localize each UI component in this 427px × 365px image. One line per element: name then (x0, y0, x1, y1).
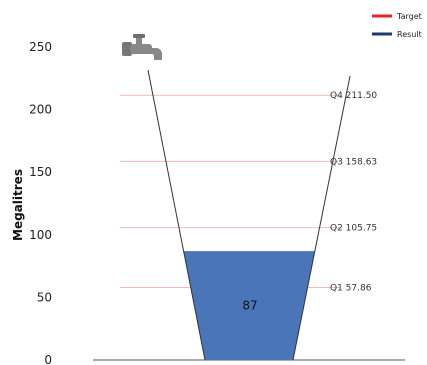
target-label: Q4 211.50 (330, 91, 377, 101)
target-label: Q3 158.63 (330, 157, 377, 167)
result-fill (183, 251, 315, 360)
y-tick-label: 50 (37, 290, 52, 304)
funnel: 87 (93, 69, 405, 361)
y-axis: 0 50 100 150 200 250 (29, 40, 52, 365)
y-tick-label: 0 (44, 353, 52, 365)
funnel-left-edge (147, 69, 206, 361)
legend-label: Target (396, 12, 422, 21)
target-label: Q2 105.75 (330, 224, 377, 234)
legend-label: Result (397, 30, 422, 39)
y-tick-label: 100 (29, 228, 52, 242)
funnel-right-edge (292, 75, 351, 361)
target-label: Q1 57.86 (330, 284, 372, 294)
water-tap-icon (122, 34, 162, 60)
y-tick-label: 150 (29, 165, 52, 179)
y-tick-label: 250 (29, 40, 52, 54)
y-tick-label: 200 (29, 103, 52, 117)
y-axis-title: Megalitres (11, 169, 25, 241)
result-value-label: 87 (242, 299, 257, 313)
legend: Target Result (372, 12, 422, 39)
